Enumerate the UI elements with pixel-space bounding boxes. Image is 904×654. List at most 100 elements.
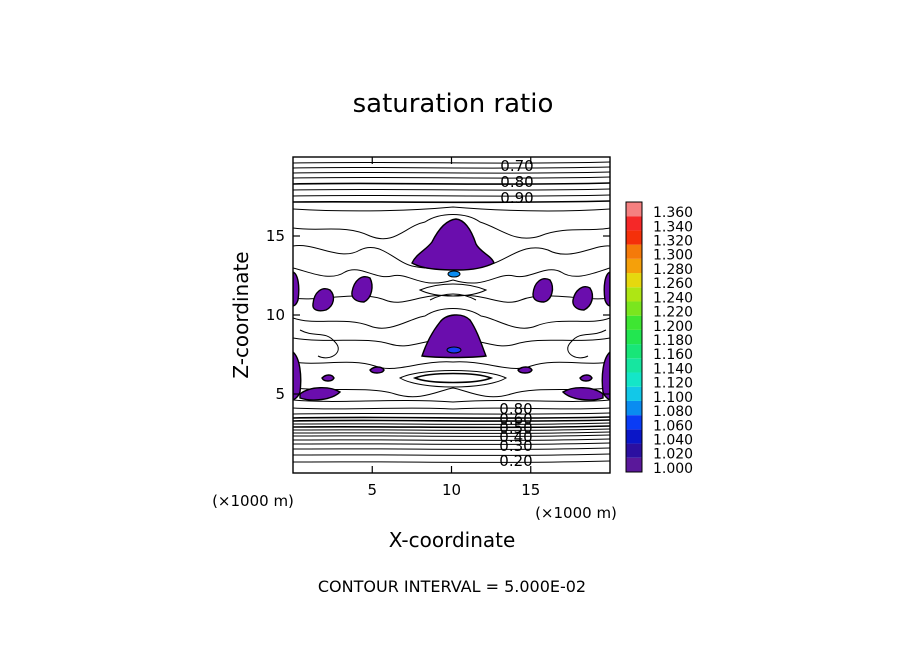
x-axis-label: X-coordinate	[389, 528, 516, 552]
contour-interval-note: CONTOUR INTERVAL = 5.000E-02	[318, 577, 586, 596]
saturated-region	[293, 271, 300, 307]
saturated-region	[561, 387, 604, 401]
colorbar-swatch	[626, 273, 642, 288]
colorbar-swatch	[626, 258, 642, 274]
contour-line	[293, 166, 610, 169]
colorbar-swatch	[626, 329, 642, 345]
contour-line	[293, 422, 610, 425]
core-region	[447, 270, 461, 278]
y-tick-label: 15	[266, 227, 285, 245]
y-tick-label: 5	[275, 385, 285, 403]
saturated-region	[421, 314, 487, 359]
colorbar-swatch	[626, 216, 642, 231]
y-axis-label: Z-coordinate	[229, 251, 253, 378]
x-unit-right: (×1000 m)	[535, 504, 617, 522]
contour-label: 0.50	[499, 419, 532, 437]
chart-title: saturation ratio	[353, 89, 554, 119]
colorbar-label: 1.200	[653, 319, 693, 335]
contour-line	[293, 438, 610, 441]
contour-line	[293, 428, 610, 431]
colorbar-swatch	[626, 415, 642, 430]
colorbar: 1.0001.0201.0401.0601.0801.1001.1201.140…	[625, 201, 693, 477]
colorbar-label: 1.320	[653, 234, 693, 250]
contour-line	[293, 434, 610, 437]
colorbar-label: 1.360	[653, 205, 693, 221]
contour-line	[293, 171, 610, 174]
contour-line	[429, 293, 477, 301]
y-tick-label: 10	[266, 306, 285, 324]
contour-line	[293, 387, 610, 398]
contour-line	[293, 194, 610, 197]
colorbar-swatch	[626, 457, 642, 472]
colorbar-label: 1.120	[653, 376, 693, 392]
colorbar-label: 1.000	[653, 461, 693, 477]
colorbar-swatch	[626, 301, 642, 316]
contour-line	[299, 329, 339, 359]
colorbar-label: 1.100	[653, 390, 693, 406]
contour-line	[293, 399, 610, 403]
contour-line	[398, 370, 508, 388]
contour-line	[418, 283, 488, 297]
colorbar-label: 1.160	[653, 347, 693, 363]
contour-line	[567, 329, 607, 359]
x-tick-label: 15	[521, 481, 540, 499]
contour-line	[293, 214, 610, 240]
colorbar-swatch	[626, 372, 642, 387]
contour-line	[293, 419, 610, 422]
colorbar-swatch	[626, 344, 642, 359]
colorbar-swatch	[626, 429, 642, 444]
axis-ticks: 5 10 15 5 10 15	[266, 157, 610, 499]
contour-line	[293, 161, 610, 164]
contour-line	[293, 206, 610, 212]
saturated-region	[517, 366, 533, 374]
colorbar-label: 1.140	[653, 361, 693, 377]
contour-line	[293, 361, 610, 369]
contour-line	[293, 416, 610, 419]
colorbar-label: 1.340	[653, 219, 693, 235]
saturated-region	[579, 374, 593, 382]
contour-label: 0.20	[499, 452, 532, 470]
contour-labels-top: 0.700.800.90	[500, 157, 533, 207]
colorbar-swatch	[626, 443, 642, 458]
contour-line	[293, 267, 610, 284]
colorbar-label: 1.080	[653, 404, 693, 420]
colorbar-swatch	[626, 315, 642, 330]
saturated-region	[299, 387, 342, 401]
contour-line	[293, 182, 610, 185]
contour-line	[293, 412, 610, 415]
colorbar-swatch	[626, 244, 642, 259]
saturated-region	[532, 278, 554, 303]
colorbar-swatch	[626, 202, 642, 217]
contour-line	[293, 447, 610, 450]
colorbar-label: 1.040	[653, 432, 693, 448]
contour-label: 0.80	[499, 400, 532, 418]
saturated-region	[601, 351, 610, 401]
colorbar-swatch	[626, 386, 642, 401]
contour-label: 0.30	[499, 437, 532, 455]
saturated-region	[293, 351, 302, 401]
colorbar-swatch	[626, 358, 642, 373]
contour-label: 0.40	[499, 428, 532, 446]
contour-line	[293, 200, 610, 204]
saturated-region	[369, 366, 385, 374]
contour-label: 0.90	[500, 189, 533, 207]
contour-line	[293, 425, 610, 429]
saturated-region	[572, 286, 594, 311]
colorbar-label: 1.260	[653, 276, 693, 292]
x-tick-label: 10	[442, 481, 461, 499]
contour-line	[293, 460, 610, 463]
colorbar-label: 1.240	[653, 290, 693, 306]
contour-line	[293, 453, 610, 456]
contour-label: 0.80	[500, 173, 533, 191]
colorbar-label: 1.060	[653, 418, 693, 434]
contour-line	[293, 176, 610, 179]
x-tick-label: 5	[367, 481, 377, 499]
colorbar-swatch	[626, 287, 642, 302]
core-region	[446, 346, 462, 354]
contour-line	[293, 188, 610, 191]
colorbar-swatch	[626, 400, 642, 416]
colorbar-label: 1.220	[653, 305, 693, 321]
contour-line	[293, 308, 610, 329]
